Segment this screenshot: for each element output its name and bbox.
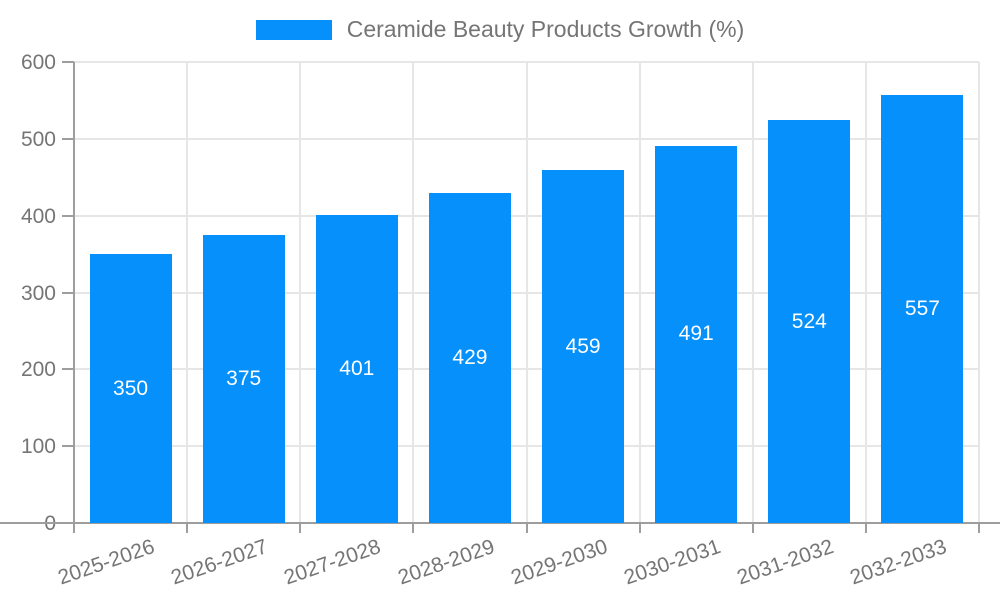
x-axis-tick — [978, 523, 980, 533]
legend-label: Ceramide Beauty Products Growth (%) — [346, 16, 745, 42]
y-axis-tick — [62, 291, 74, 294]
bar[interactable]: 401 — [315, 214, 398, 523]
bar-value-label: 459 — [565, 334, 601, 358]
y-axis-label: 600 — [20, 51, 56, 74]
y-axis-label: 400 — [20, 204, 56, 228]
bar[interactable]: 375 — [202, 234, 285, 523]
y-axis-tick — [62, 368, 74, 371]
bar-value-label: 350 — [113, 376, 149, 400]
bar-value-label: 375 — [226, 366, 262, 390]
y-axis-line — [73, 62, 75, 523]
x-gridline — [864, 62, 867, 523]
x-axis-label: 2026-2027 — [168, 535, 271, 590]
y-axis-label: 200 — [20, 358, 56, 382]
y-axis-tick — [62, 61, 74, 63]
bar[interactable]: 557 — [881, 95, 964, 523]
x-axis-tick — [186, 523, 189, 533]
legend-swatch — [255, 19, 332, 40]
bar-value-label: 491 — [678, 322, 714, 346]
y-axis-label: 300 — [20, 281, 56, 305]
x-gridline — [186, 62, 189, 523]
y-axis-label: 100 — [20, 435, 56, 459]
bar-value-label: 557 — [904, 297, 940, 320]
bar[interactable]: 459 — [542, 170, 625, 523]
x-axis-tick — [412, 523, 415, 533]
bar[interactable]: 429 — [428, 193, 511, 523]
bar[interactable]: 491 — [655, 145, 738, 523]
x-axis-tick — [73, 523, 75, 533]
x-axis-label: 2030-2031 — [620, 535, 724, 590]
x-gridline — [299, 62, 302, 523]
x-gridline — [638, 62, 641, 523]
legend[interactable]: Ceramide Beauty Products Growth (%) — [0, 16, 1000, 43]
x-axis-tick — [525, 523, 528, 533]
bar[interactable]: 524 — [768, 120, 851, 523]
x-gridline — [525, 62, 528, 523]
x-axis-tick — [638, 523, 641, 533]
bar-value-label: 429 — [452, 346, 488, 370]
bar-value-label: 401 — [339, 356, 375, 380]
y-axis-tick — [62, 137, 74, 140]
x-gridline — [751, 62, 754, 523]
x-axis-label: 2032-2033 — [847, 535, 950, 590]
bar-value-label: 524 — [791, 309, 827, 333]
y-axis-label: 500 — [20, 127, 56, 151]
bar[interactable]: 350 — [89, 254, 172, 523]
x-axis-tick — [299, 523, 302, 533]
x-axis-line — [0, 522, 1000, 524]
x-axis-label: 2027-2028 — [281, 535, 384, 590]
x-axis-tick — [864, 523, 867, 533]
y-axis-tick — [62, 214, 74, 217]
x-axis-label: 2025-2026 — [55, 535, 158, 590]
x-axis-label: 2029-2030 — [507, 535, 611, 590]
x-gridline — [412, 62, 415, 523]
x-gridline — [978, 62, 980, 523]
x-axis-label: 2031-2032 — [734, 535, 837, 590]
y-axis-tick — [62, 445, 74, 448]
x-axis-tick — [751, 523, 754, 533]
x-axis-label: 2028-2029 — [394, 535, 498, 590]
